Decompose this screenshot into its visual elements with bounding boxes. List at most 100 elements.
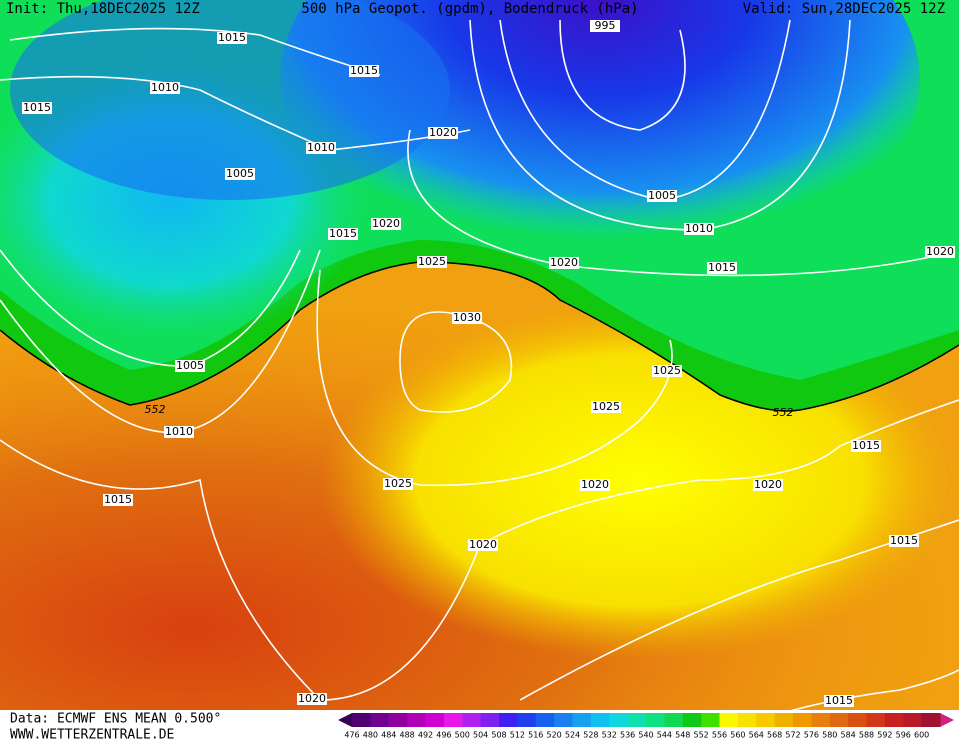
isobar-label: 1025 <box>653 364 681 377</box>
website: WWW.WETTERZENTRALE.DE <box>10 728 174 741</box>
colorbar-label: 524 <box>565 731 580 740</box>
colorbar-label: 552 <box>693 731 708 740</box>
colorbar-label: 500 <box>455 731 470 740</box>
contour-label: 552 <box>773 406 794 419</box>
colorbar-arrow <box>338 713 352 727</box>
colorbar-cell <box>811 713 831 727</box>
label-box <box>175 360 205 372</box>
colorbar: 476 480 484 488 492 496 500 504 508 512 516 520 524 5… <box>338 713 954 740</box>
colorbar-cell <box>719 713 739 727</box>
isobar-label: 1020 <box>754 478 782 491</box>
isobar-label: 1020 <box>550 256 578 269</box>
colorbar-label: 556 <box>712 731 727 740</box>
colorbar-cell <box>462 713 482 727</box>
colorbar-label: 516 <box>528 731 543 740</box>
colorbar-label: 480 <box>363 731 378 740</box>
label-box <box>549 257 579 269</box>
label-box <box>684 223 714 235</box>
colorbar-cell <box>425 713 445 727</box>
label-box <box>468 539 498 551</box>
colorbar-cell <box>737 713 757 727</box>
colorbar-cell <box>517 713 537 727</box>
isobar-label: 1020 <box>469 538 497 551</box>
label-box <box>851 440 881 452</box>
label-box <box>417 256 447 268</box>
isobar-label: 1025 <box>418 255 446 268</box>
colorbar-label: 512 <box>510 731 525 740</box>
isobar-label: 1030 <box>453 311 481 324</box>
label-box <box>383 478 413 490</box>
label-box <box>824 695 854 707</box>
colorbar-cell <box>866 713 886 727</box>
isobar-label: 1020 <box>581 478 609 491</box>
colorbar-label: 484 <box>381 731 396 740</box>
label-box <box>297 693 327 705</box>
colorbar-label: 596 <box>896 731 911 740</box>
label-box <box>328 228 358 240</box>
isobar-label: 1005 <box>648 189 676 202</box>
label-box <box>925 246 955 258</box>
colorbar-cell <box>903 713 923 727</box>
isobar-label: 1015 <box>852 439 880 452</box>
label-box <box>225 168 255 180</box>
colorbar-cell <box>388 713 408 727</box>
isobar-label: 1010 <box>165 425 193 438</box>
isobar-label: 1015 <box>23 101 51 114</box>
colorbar-cell <box>793 713 812 727</box>
colorbar-label: 568 <box>767 731 782 740</box>
colorbar-cell <box>499 713 518 727</box>
colorbar-cell <box>407 713 426 727</box>
map-field <box>0 0 959 710</box>
isobar-label: 1005 <box>176 359 204 372</box>
isobar-labels: 1015 1015 995 1010 1015 1020 1010 1005 1005 1020 1… <box>22 19 955 707</box>
isobar-label: 1020 <box>926 245 954 258</box>
init-time: Init: Thu,18DEC2025 12Z <box>6 1 200 17</box>
isobar-label: 1015 <box>350 64 378 77</box>
colorbar-label: 560 <box>730 731 745 740</box>
label-box <box>164 426 194 438</box>
colorbar-label: 588 <box>859 731 874 740</box>
colorbar-cell <box>884 713 904 727</box>
colorbar-label: 476 <box>344 731 359 740</box>
label-box <box>306 142 336 154</box>
colorbar-cell <box>848 713 867 727</box>
colorbar-cell <box>921 713 941 727</box>
valid-time: Valid: Sun,28DEC2025 12Z <box>743 1 945 17</box>
label-box <box>580 479 610 491</box>
label-box <box>647 190 677 202</box>
label-box <box>707 262 737 274</box>
colorbar-label: 540 <box>638 731 653 740</box>
label-box <box>452 312 482 324</box>
colorbar-label: 536 <box>620 731 635 740</box>
colorbar-label: 548 <box>675 731 690 740</box>
label-box <box>889 535 919 547</box>
isobar-label: 1015 <box>104 493 132 506</box>
map-title: 500 hPa Geopot. (gpdm), Bodendruck (hPa) <box>301 1 638 17</box>
isobar-label: 995 <box>595 19 616 32</box>
label-box <box>349 65 379 77</box>
isobar-label: 1015 <box>329 227 357 240</box>
colorbar-cell <box>646 713 665 727</box>
label-box <box>590 20 620 32</box>
label-box <box>371 218 401 230</box>
colorbar-label: 488 <box>399 731 414 740</box>
isobar-label: 1020 <box>372 217 400 230</box>
label-box <box>753 479 783 491</box>
colorbar-cell <box>627 713 647 727</box>
isobar-label: 1015 <box>218 31 246 44</box>
label-box <box>652 365 682 377</box>
colorbar-cell <box>352 713 371 727</box>
colorbar-arrow <box>940 713 954 727</box>
colorbar-label: 576 <box>804 731 819 740</box>
isobar-label: 1015 <box>708 261 736 274</box>
colorbar-cell <box>535 713 555 727</box>
colorbar-label: 572 <box>785 731 800 740</box>
colorbar-cell <box>590 713 610 727</box>
colorbar-cell <box>554 713 573 727</box>
label-box <box>103 494 133 506</box>
isobar-label: 1015 <box>890 534 918 547</box>
isobar-label: 1010 <box>685 222 713 235</box>
colorbar-cell <box>480 713 500 727</box>
isobar-label: 1020 <box>429 126 457 139</box>
